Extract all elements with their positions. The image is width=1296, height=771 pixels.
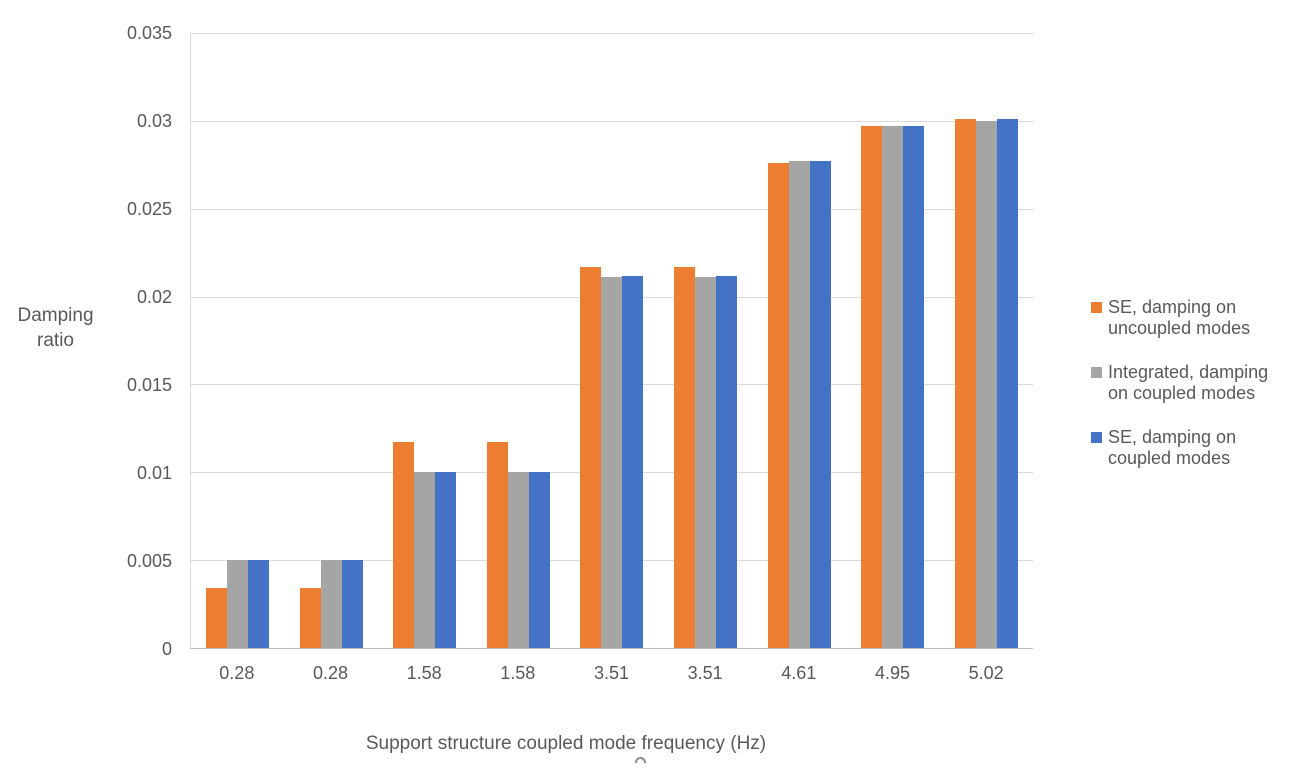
bar-group xyxy=(191,33,285,648)
bar xyxy=(580,266,602,648)
partial-glyph xyxy=(635,757,646,763)
bar xyxy=(299,588,321,648)
bar xyxy=(674,266,696,648)
bar xyxy=(414,472,436,648)
bar xyxy=(861,126,883,648)
bar-group xyxy=(565,33,659,648)
bar xyxy=(954,119,976,648)
bar-group xyxy=(378,33,472,648)
legend-label: Integrated, damping on coupled modes xyxy=(1108,362,1268,404)
x-tick-label: 5.02 xyxy=(968,663,1004,683)
y-tick-label: 0.005 xyxy=(126,551,172,571)
y-tick-label: 0.03 xyxy=(136,111,172,131)
x-tick-label: 4.95 xyxy=(874,663,910,683)
bar-group xyxy=(939,33,1033,648)
legend-item: Integrated, damping on coupled modes xyxy=(1091,362,1268,404)
legend-label: SE, damping on uncoupled modes xyxy=(1108,297,1250,339)
legend-label-line: SE, damping on xyxy=(1108,297,1237,317)
y-axis-title: Damping ratio xyxy=(17,305,94,351)
y-tick-label: 0 xyxy=(161,639,172,659)
bar xyxy=(903,126,925,648)
x-tick-label: 1.58 xyxy=(500,663,536,683)
bar xyxy=(788,161,810,648)
x-tick-label: 0.28 xyxy=(312,663,348,683)
plot-area xyxy=(190,33,1033,649)
legend-marker-icon xyxy=(1091,432,1102,443)
y-tick-label: 0.02 xyxy=(136,287,172,307)
x-tick-label: 3.51 xyxy=(687,663,723,683)
bar xyxy=(882,126,904,648)
legend-item: SE, damping on coupled modes xyxy=(1091,427,1268,469)
bar xyxy=(996,119,1018,648)
bar xyxy=(227,560,249,648)
bar xyxy=(507,472,529,648)
x-tick-label: 0.28 xyxy=(219,663,255,683)
bar xyxy=(341,560,363,648)
bar-group xyxy=(846,33,940,648)
bar xyxy=(248,560,270,648)
cropped-text-fragment xyxy=(633,757,648,763)
bar xyxy=(528,472,550,648)
legend-marker-icon xyxy=(1091,302,1102,313)
gridline xyxy=(191,33,1033,34)
x-axis-title: Support structure coupled mode frequency… xyxy=(365,733,767,754)
y-tick-label: 0.035 xyxy=(126,23,172,43)
legend-label: SE, damping on coupled modes xyxy=(1108,427,1236,469)
bar-group xyxy=(659,33,753,648)
legend-marker-icon xyxy=(1091,367,1102,378)
legend-label-line: on coupled modes xyxy=(1108,383,1256,403)
bar xyxy=(486,442,508,648)
bar xyxy=(695,277,717,648)
bar xyxy=(767,163,789,648)
bar xyxy=(435,472,457,648)
bar xyxy=(393,442,415,648)
gridline xyxy=(191,120,1033,122)
legend: SE, damping on uncoupled modes Integrated,… xyxy=(1091,297,1268,469)
y-tick-label: 0.015 xyxy=(126,375,172,395)
y-axis-tick-labels: 0 0.005 0.01 0.015 0.02 0.025 0.03 0.035 xyxy=(40,0,172,771)
bar xyxy=(809,161,831,648)
gridline xyxy=(191,208,1033,210)
x-tick-label: 3.51 xyxy=(593,663,629,683)
bar-group xyxy=(752,33,846,648)
bar xyxy=(716,275,738,648)
x-tick-label: 4.61 xyxy=(781,663,817,683)
legend-label-line: coupled modes xyxy=(1108,448,1231,468)
legend-label-line: uncoupled modes xyxy=(1108,318,1251,338)
bar xyxy=(320,560,342,648)
x-axis-tick-labels: 0.28 0.28 1.58 1.58 3.51 3.51 4.61 4.95 5.02 xyxy=(190,662,1033,688)
bar-group xyxy=(285,33,379,648)
legend-label-line: SE, damping on xyxy=(1108,427,1237,447)
y-tick-label: 0.01 xyxy=(136,463,172,483)
bar xyxy=(975,120,997,648)
bar xyxy=(206,588,228,648)
legend-label-line: Integrated, damping xyxy=(1108,362,1269,382)
y-tick-label: 0.025 xyxy=(126,199,172,219)
x-tick-label: 1.58 xyxy=(406,663,442,683)
bar xyxy=(622,275,644,648)
legend-item: SE, damping on uncoupled modes xyxy=(1091,297,1268,339)
bar xyxy=(601,277,623,648)
bar-group xyxy=(472,33,566,648)
